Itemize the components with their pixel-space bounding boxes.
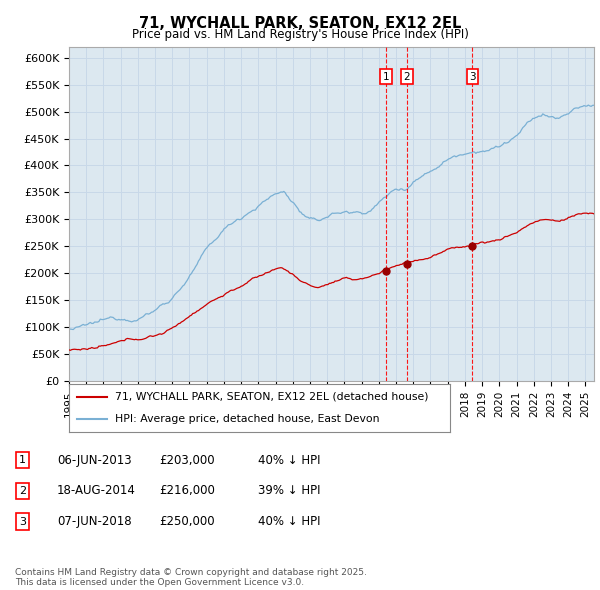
Text: 71, WYCHALL PARK, SEATON, EX12 2EL (detached house): 71, WYCHALL PARK, SEATON, EX12 2EL (deta… — [115, 392, 428, 402]
Text: 3: 3 — [19, 517, 26, 526]
Text: 1: 1 — [383, 72, 390, 82]
Text: 71, WYCHALL PARK, SEATON, EX12 2EL: 71, WYCHALL PARK, SEATON, EX12 2EL — [139, 16, 461, 31]
Text: £203,000: £203,000 — [159, 454, 215, 467]
Text: 1: 1 — [19, 455, 26, 465]
Text: 07-JUN-2018: 07-JUN-2018 — [57, 515, 131, 528]
Text: 40% ↓ HPI: 40% ↓ HPI — [258, 515, 320, 528]
Text: Price paid vs. HM Land Registry's House Price Index (HPI): Price paid vs. HM Land Registry's House … — [131, 28, 469, 41]
Text: 40% ↓ HPI: 40% ↓ HPI — [258, 454, 320, 467]
Text: 2: 2 — [19, 486, 26, 496]
Text: 18-AUG-2014: 18-AUG-2014 — [57, 484, 136, 497]
Text: 39% ↓ HPI: 39% ↓ HPI — [258, 484, 320, 497]
Text: 2: 2 — [404, 72, 410, 82]
Text: Contains HM Land Registry data © Crown copyright and database right 2025.
This d: Contains HM Land Registry data © Crown c… — [15, 568, 367, 587]
Text: HPI: Average price, detached house, East Devon: HPI: Average price, detached house, East… — [115, 414, 379, 424]
Text: 3: 3 — [469, 72, 476, 82]
Text: 06-JUN-2013: 06-JUN-2013 — [57, 454, 131, 467]
Text: £250,000: £250,000 — [159, 515, 215, 528]
Text: £216,000: £216,000 — [159, 484, 215, 497]
